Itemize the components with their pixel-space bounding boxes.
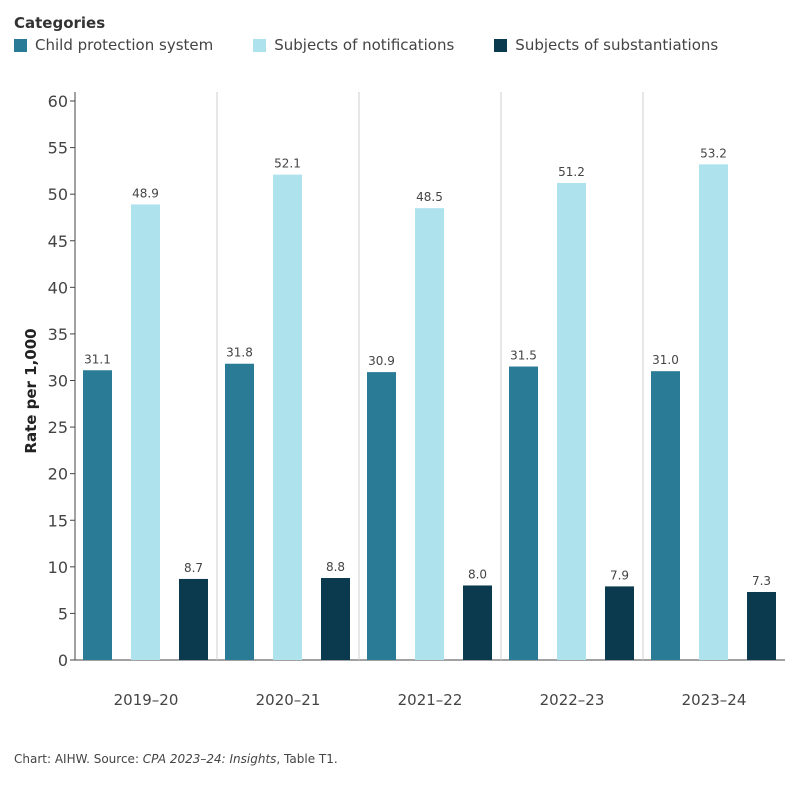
bar bbox=[651, 371, 680, 660]
bar bbox=[225, 363, 254, 660]
y-tick-label: 25 bbox=[48, 418, 68, 437]
bar bbox=[273, 174, 302, 660]
legend-item-child-protection[interactable]: Child protection system bbox=[14, 36, 213, 54]
bar bbox=[83, 370, 112, 660]
y-tick-label: 35 bbox=[48, 325, 68, 344]
footer-source: CPA 2023–24: Insights bbox=[142, 752, 277, 766]
data-label: 31.1 bbox=[84, 352, 111, 366]
bar bbox=[509, 366, 538, 660]
bar bbox=[699, 164, 728, 660]
legend-label: Subjects of substantiations bbox=[515, 36, 719, 54]
y-axis-title: Rate per 1,000 bbox=[22, 328, 40, 453]
data-label: 7.3 bbox=[752, 574, 771, 588]
data-label: 53.2 bbox=[700, 146, 727, 160]
data-label: 30.9 bbox=[368, 354, 395, 368]
y-tick-label: 15 bbox=[48, 511, 68, 530]
data-label: 51.2 bbox=[558, 165, 585, 179]
legend-swatch bbox=[14, 38, 27, 52]
legend-swatch bbox=[494, 38, 508, 52]
data-label: 31.5 bbox=[510, 349, 537, 363]
bar bbox=[179, 578, 208, 660]
y-tick-label: 45 bbox=[48, 232, 68, 251]
y-tick-label: 60 bbox=[48, 92, 68, 111]
legend-items: Child protection system Subjects of noti… bbox=[14, 36, 758, 54]
legend-swatch bbox=[253, 38, 267, 52]
y-tick-label: 20 bbox=[48, 465, 68, 484]
data-label: 7.9 bbox=[610, 568, 629, 582]
y-tick-label: 10 bbox=[48, 558, 68, 577]
data-label: 8.0 bbox=[468, 567, 487, 581]
footer-suffix: , Table T1. bbox=[276, 752, 338, 766]
data-label: 8.7 bbox=[184, 561, 203, 575]
y-tick-label: 50 bbox=[48, 185, 68, 204]
x-tick-label: 2023–24 bbox=[682, 691, 747, 709]
x-tick-label: 2019–20 bbox=[114, 691, 179, 709]
data-label: 52.1 bbox=[274, 157, 301, 171]
x-tick-label: 2022–23 bbox=[540, 691, 605, 709]
x-tick-label: 2020–21 bbox=[256, 691, 321, 709]
legend: Categories Child protection system Subje… bbox=[14, 14, 758, 54]
y-tick-label: 5 bbox=[58, 604, 68, 623]
y-tick-label: 40 bbox=[48, 278, 68, 297]
data-label: 8.8 bbox=[326, 560, 345, 574]
bar bbox=[367, 372, 396, 660]
data-label: 48.5 bbox=[416, 190, 443, 204]
legend-label: Child protection system bbox=[35, 36, 214, 54]
bar bbox=[415, 208, 444, 660]
footer-prefix: Chart: AIHW. Source: bbox=[14, 752, 143, 766]
y-tick-label: 0 bbox=[58, 651, 68, 670]
bar bbox=[321, 578, 350, 660]
legend-title: Categories bbox=[14, 14, 106, 32]
legend-label: Subjects of notifications bbox=[274, 36, 455, 54]
chart-footer: Chart: AIHW. Source: CPA 2023–24: Insigh… bbox=[14, 752, 338, 766]
bar bbox=[605, 586, 634, 660]
bar bbox=[131, 204, 160, 661]
legend-item-notifications[interactable]: Subjects of notifications bbox=[253, 36, 454, 54]
x-tick-label: 2021–22 bbox=[398, 691, 463, 709]
data-label: 48.9 bbox=[132, 186, 159, 200]
legend-item-substantiations[interactable]: Subjects of substantiations bbox=[494, 36, 718, 54]
bar bbox=[463, 585, 492, 660]
data-label: 31.8 bbox=[226, 346, 253, 360]
data-label: 31.0 bbox=[652, 353, 679, 367]
bar bbox=[747, 591, 776, 660]
y-tick-label: 30 bbox=[48, 372, 68, 391]
y-tick-label: 55 bbox=[48, 139, 68, 158]
bar bbox=[557, 182, 586, 660]
